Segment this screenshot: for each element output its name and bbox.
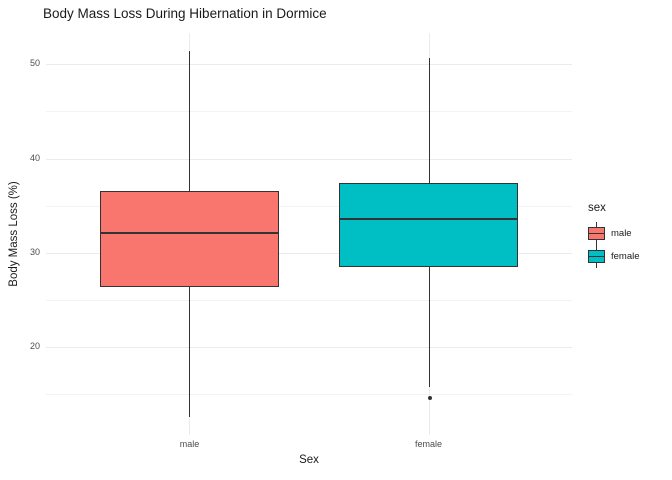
- x-axis-title: Sex: [299, 454, 319, 466]
- box-male: [100, 190, 279, 287]
- y-minor-gridline: [46, 111, 572, 113]
- y-minor-gridline: [46, 394, 572, 396]
- median-line: [339, 217, 518, 220]
- y-minor-gridline: [46, 300, 572, 302]
- y-major-gridline: [46, 347, 572, 349]
- key-median-line: [588, 256, 605, 257]
- whisker-upper: [429, 58, 430, 184]
- legend-item-label: male: [611, 228, 632, 239]
- x-tick-label: male: [179, 439, 200, 449]
- y-tick-label: 40: [29, 152, 40, 163]
- legend-item-male: male: [588, 222, 640, 245]
- outlier-point: [427, 396, 432, 401]
- y-tick-label: 30: [29, 246, 40, 257]
- whisker-lower: [429, 267, 430, 387]
- legend-items: male female: [588, 222, 640, 268]
- boxplot-key-icon: [588, 222, 605, 245]
- boxplot-key-icon: [588, 245, 605, 268]
- plot-title: Body Mass Loss During Hibernation in Dor…: [43, 6, 327, 21]
- box-female: [339, 183, 518, 268]
- legend: sex male female: [588, 202, 640, 268]
- median-line: [100, 232, 279, 235]
- legend-item-label: female: [611, 251, 640, 262]
- y-tick-label: 50: [29, 58, 40, 69]
- y-major-gridline: [46, 158, 572, 160]
- y-minor-gridline: [46, 205, 572, 207]
- legend-item-female: female: [588, 245, 640, 268]
- plot-panel: [46, 33, 572, 435]
- x-tick-label: female: [415, 439, 443, 449]
- y-major-gridline: [46, 252, 572, 254]
- y-axis-title: Body Mass Loss (%): [8, 181, 20, 287]
- legend-title: sex: [588, 202, 606, 214]
- key-median-line: [588, 233, 605, 234]
- y-major-gridline: [46, 64, 572, 66]
- whisker-upper: [189, 50, 190, 191]
- y-tick-label: 20: [29, 341, 40, 352]
- whisker-lower: [189, 286, 190, 418]
